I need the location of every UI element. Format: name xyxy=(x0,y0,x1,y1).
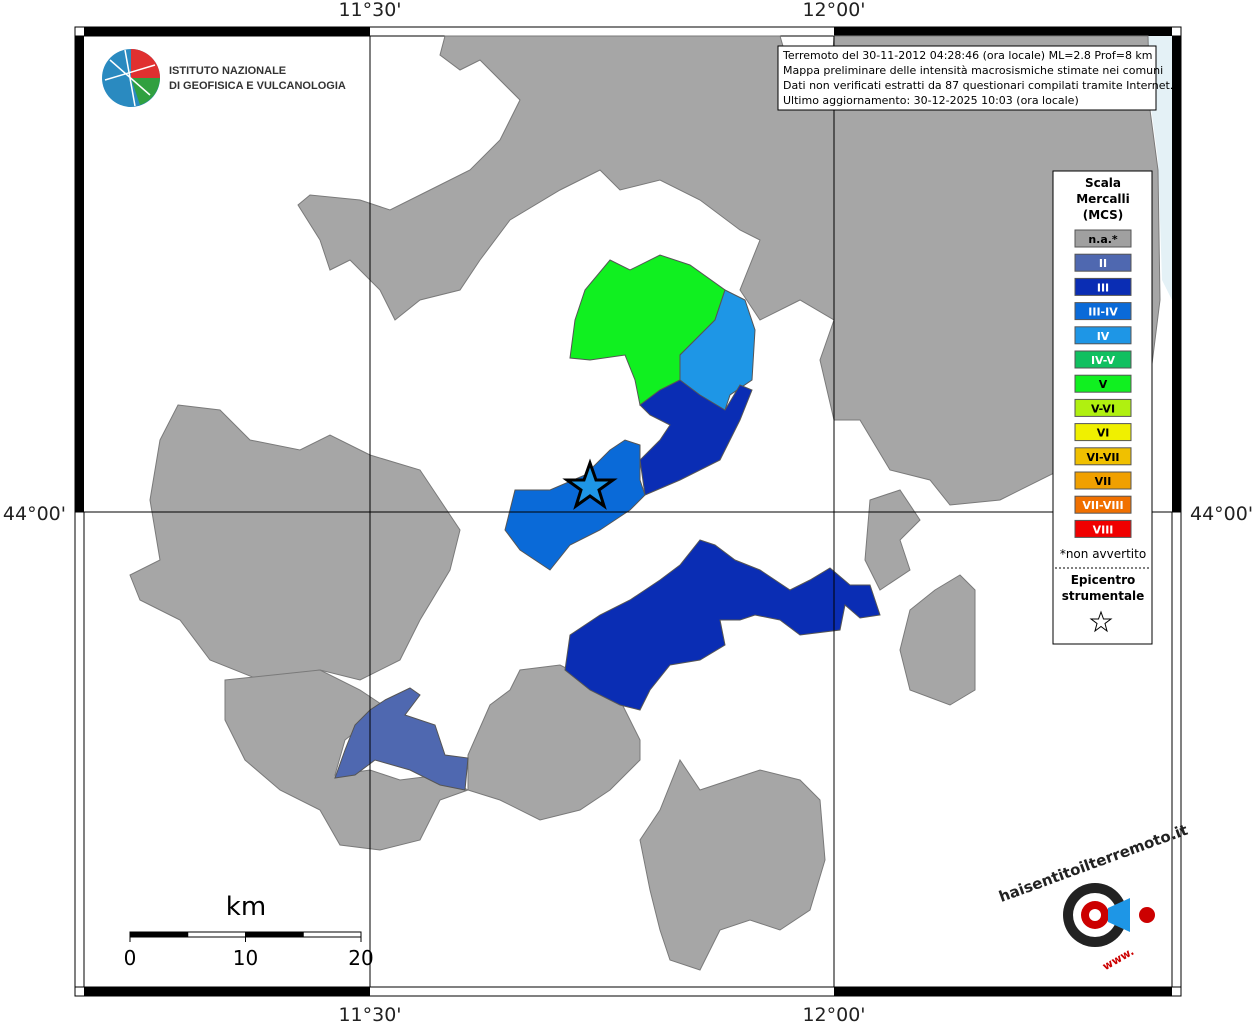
municipality xyxy=(639,758,826,971)
scale-tick-label: 20 xyxy=(348,946,373,970)
info-line: Dati non verificati estratti da 87 quest… xyxy=(783,79,1173,92)
hsit-speaker xyxy=(1108,898,1130,932)
scale-segment xyxy=(187,931,246,938)
legend-label: VI-VII xyxy=(1086,451,1119,464)
legend-swatch xyxy=(1074,398,1132,417)
logo-lines xyxy=(104,49,156,107)
legend-title: Mercalli xyxy=(1076,192,1130,206)
municipalities-na xyxy=(129,35,1161,971)
info-lines: Terremoto del 30-11-2012 04:28:46 (ora l… xyxy=(782,49,1173,107)
frame-stripe xyxy=(834,27,1172,36)
legend-epicenter-symbol xyxy=(1089,610,1113,633)
legend-label: VI xyxy=(1097,427,1110,440)
scale-tick-label: 10 xyxy=(233,946,258,970)
legend-swatch xyxy=(1074,495,1132,514)
scale-unit: km xyxy=(226,892,266,922)
scale-bar: 0 10 20 xyxy=(124,931,374,970)
scale-segment xyxy=(245,931,304,938)
legend-label: V-VI xyxy=(1091,402,1115,415)
scale-segment xyxy=(129,931,189,938)
lon-label: 11°30' xyxy=(338,0,401,21)
legend-swatch xyxy=(1074,253,1132,272)
lon-label: 12°00' xyxy=(802,0,865,21)
info-line: Ultimo aggiornamento: 30-12-2025 10:03 (… xyxy=(783,94,1079,107)
lat-label: 44°00' xyxy=(1190,503,1253,525)
municipality-iii xyxy=(564,539,881,711)
legend-epicenter: strumentale xyxy=(1062,589,1145,603)
municipality xyxy=(864,489,921,591)
legend-label: III-IV xyxy=(1088,306,1118,319)
frame-stripe xyxy=(834,987,1172,996)
municipality xyxy=(129,404,461,681)
legend-swatch xyxy=(1074,423,1132,442)
legend-swatch xyxy=(1074,471,1132,490)
municipality xyxy=(297,35,1161,506)
legend-swatch xyxy=(1074,277,1132,296)
scale-tick-label: 0 xyxy=(124,946,137,970)
legend-swatch xyxy=(1074,519,1132,538)
info-line: Mappa preliminare delle intensità macros… xyxy=(783,64,1163,77)
legend-swatch xyxy=(1074,302,1132,321)
epicenter xyxy=(562,458,618,510)
hsit-question xyxy=(1139,907,1155,923)
frame-bottom xyxy=(74,986,1182,997)
frame-stripe xyxy=(84,987,370,996)
ingv-logo: ISTITUTO NAZIONALE DI GEOFISICA E VULCAN… xyxy=(102,49,346,107)
legend-label: VII xyxy=(1095,475,1112,488)
legend-epicenter: Epicentro xyxy=(1071,573,1136,587)
logo-text: DI GEOFISICA E VULCANOLOGIA xyxy=(169,80,346,92)
legend-note: *non avvertito xyxy=(1060,547,1146,561)
scale-segment xyxy=(302,931,362,938)
frame-stripe xyxy=(1171,511,1182,988)
legend-swatch xyxy=(1074,447,1132,466)
frame-stripe xyxy=(1172,36,1181,512)
hsit-circle xyxy=(1089,909,1101,921)
lon-label: 11°30' xyxy=(338,1004,401,1024)
legend-label: IV xyxy=(1097,330,1110,343)
frame-stripe xyxy=(75,36,84,512)
frame-stripe xyxy=(74,511,85,988)
legend-title: Scala xyxy=(1085,176,1121,190)
logo-text: ISTITUTO NAZIONALE xyxy=(169,65,286,77)
legend-swatch xyxy=(1074,374,1132,393)
municipality xyxy=(899,574,976,706)
legend-label: II xyxy=(1099,257,1107,270)
legend-label: IV-V xyxy=(1091,354,1116,367)
municipality-iii xyxy=(639,379,753,496)
info-line: Terremoto del 30-11-2012 04:28:46 (ora l… xyxy=(782,49,1153,62)
legend-swatch xyxy=(1074,229,1132,248)
info-box xyxy=(777,45,1157,111)
legend-label: n.a.* xyxy=(1088,233,1118,246)
legend-label: V xyxy=(1099,378,1108,391)
legend-label: VIII xyxy=(1093,523,1114,536)
frame-stripe xyxy=(84,27,370,36)
legend-swatch xyxy=(1074,326,1132,345)
legend-title: (MCS) xyxy=(1083,208,1124,222)
lon-label: 12°00' xyxy=(802,1004,865,1024)
legend-items: n.a.*IIIIIIII-IVIVIV-VVV-VIVIVI-VIIVIIVI… xyxy=(1074,229,1132,538)
legend-label: III xyxy=(1097,281,1109,294)
legend-label: VII-VIII xyxy=(1082,499,1123,512)
municipality-ii xyxy=(334,687,469,791)
legend-swatch xyxy=(1074,350,1132,369)
lat-label: 44°00' xyxy=(3,503,66,525)
